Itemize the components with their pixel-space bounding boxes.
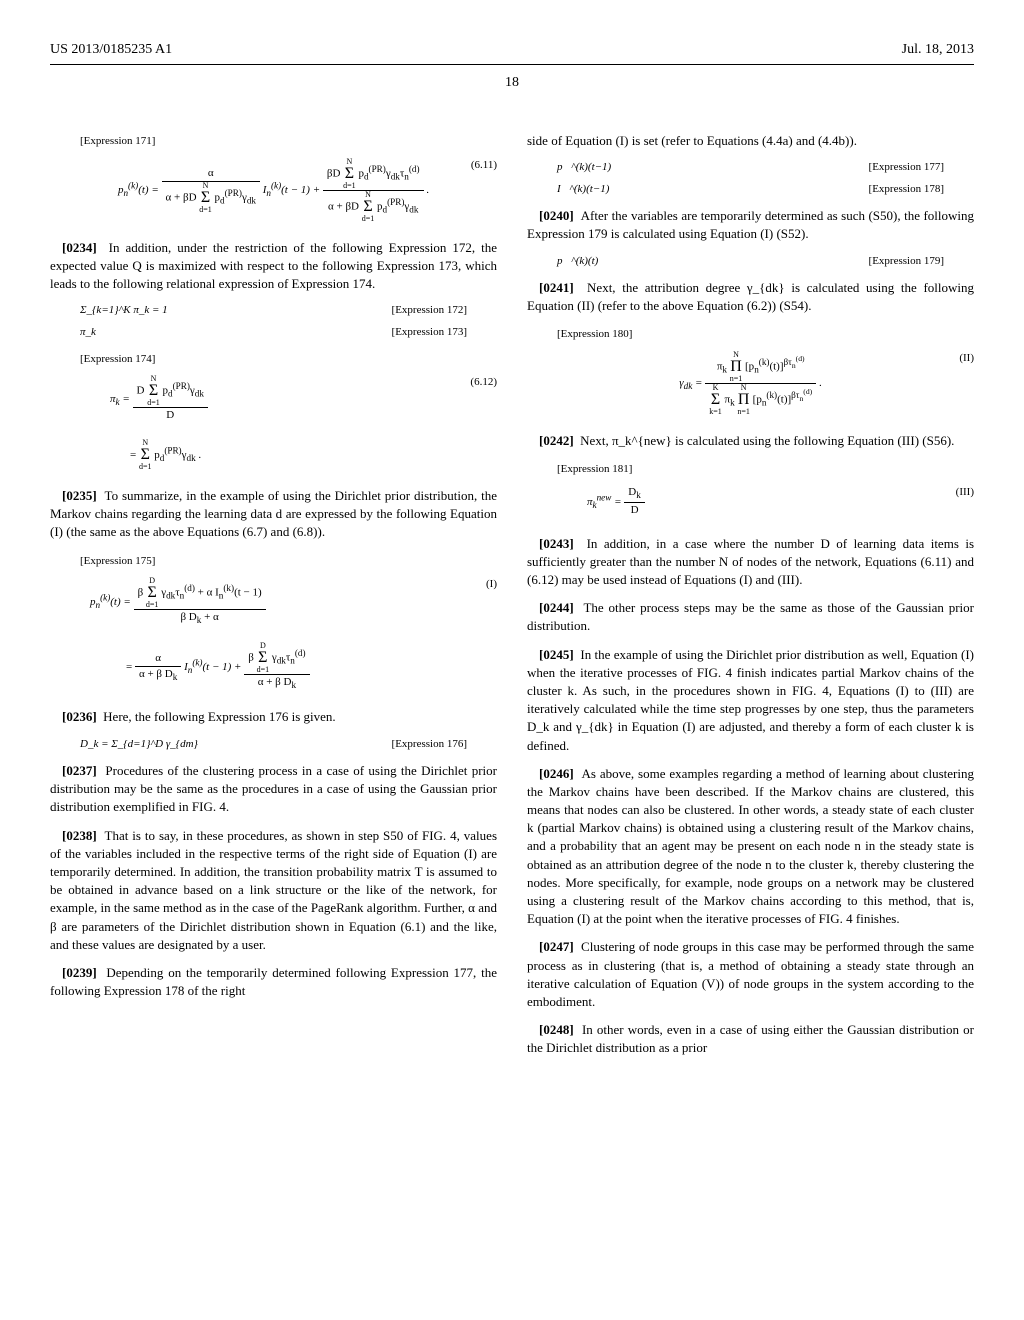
expression-label: [Expression 171] — [80, 134, 497, 149]
paragraph: [0241] Next, the attribution degree γ_{d… — [527, 279, 974, 315]
paragraph: [0238] That is to say, in these procedur… — [50, 827, 497, 954]
expression-177: p⃗^(k)(t−1) [Expression 177] — [557, 160, 944, 175]
equation-6-11: (6.11) pn(k)(t) = αα + βD NΣd=1 pd(PR)γd… — [50, 158, 497, 223]
paragraph: [0248] In other words, even in a case of… — [527, 1021, 974, 1057]
paragraph: [0247] Clustering of node groups in this… — [527, 938, 974, 1011]
left-column: [Expression 171] (6.11) pn(k)(t) = αα + … — [50, 122, 497, 1067]
paragraph: [0239] Depending on the temporarily dete… — [50, 964, 497, 1000]
paragraph: [0246] As above, some examples regarding… — [527, 765, 974, 929]
expression-173: π_k [Expression 173] — [80, 325, 467, 340]
equation-II: (II) γdk = πk NΠn=1 [pn(k)(t)]βτn(d) KΣk… — [527, 351, 974, 416]
paragraph: [0242] Next, π_k^{new} is calculated usi… — [527, 432, 974, 450]
equation-6-12: (6.12) πk = D NΣd=1 pd(PR)γdkD = NΣd=1 p… — [50, 375, 497, 471]
expression-178: I⃗^(k)(t−1) [Expression 178] — [557, 182, 944, 197]
expression-label: [Expression 181] — [557, 462, 974, 477]
paragraph: [0240] After the variables are temporari… — [527, 207, 974, 243]
paragraph-continuation: side of Equation (I) is set (refer to Eq… — [527, 132, 974, 150]
equation-I: (I) pn(k)(t) = β DΣd=1 γdkτn(d) + α In(k… — [50, 577, 497, 692]
page-number: 18 — [50, 73, 974, 93]
expression-176: D_k = Σ_{d=1}^D γ_{dm} [Expression 176] — [80, 737, 467, 752]
expression-label: [Expression 174] — [80, 352, 497, 367]
paragraph: [0237] Procedures of the clustering proc… — [50, 762, 497, 817]
expression-179: p⃗^(k)(t) [Expression 179] — [557, 254, 944, 269]
page-header: US 2013/0185235 A1 Jul. 18, 2013 — [50, 40, 974, 65]
expression-172: Σ_{k=1}^K π_k = 1 [Expression 172] — [80, 303, 467, 318]
patent-date: Jul. 18, 2013 — [902, 40, 974, 60]
paragraph: [0235] To summarize, in the example of u… — [50, 487, 497, 542]
paragraph: [0234] In addition, under the restrictio… — [50, 239, 497, 294]
paragraph: [0244] The other process steps may be th… — [527, 599, 974, 635]
patent-id: US 2013/0185235 A1 — [50, 40, 172, 60]
paragraph: [0245] In the example of using the Diric… — [527, 646, 974, 755]
paragraph: [0236] Here, the following Expression 17… — [50, 708, 497, 726]
right-column: side of Equation (I) is set (refer to Eq… — [527, 122, 974, 1067]
expression-label: [Expression 180] — [557, 327, 974, 342]
paragraph: [0243] In addition, in a case where the … — [527, 535, 974, 590]
expression-label: [Expression 175] — [80, 554, 497, 569]
equation-III: (III) πknew = DkD — [527, 485, 974, 518]
